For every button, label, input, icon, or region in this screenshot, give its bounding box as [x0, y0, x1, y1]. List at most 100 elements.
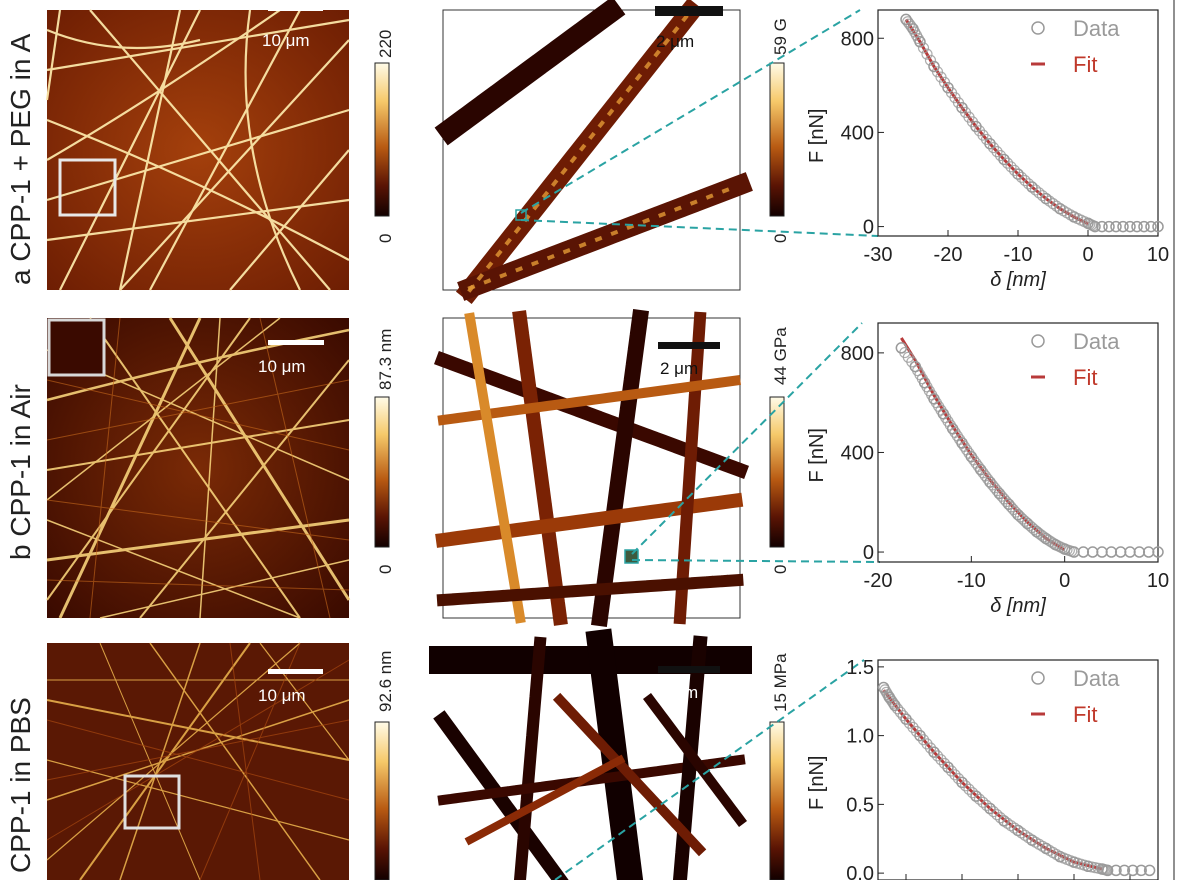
zoom-box: [58, 158, 117, 217]
x-tick-label: 0: [1082, 244, 1093, 266]
fit-line: [900, 337, 1066, 552]
colorbar-max: 59 G: [771, 18, 790, 55]
scalebar-label: 2 μm: [656, 32, 694, 51]
fit-line: [904, 18, 1089, 226]
data-point: [1114, 546, 1127, 558]
x-tick-label: 10: [1147, 244, 1169, 266]
data-point: [928, 746, 940, 758]
force-curve-chart-b: 0 400 800 -20 -10 0 10 δ [nm] F [nN] Data Fit: [806, 322, 1169, 617]
legend-label-data: Data: [1073, 329, 1120, 354]
data-point: [914, 36, 926, 48]
scalebar-label: 10 μm: [258, 357, 306, 376]
data-point: [1022, 178, 1035, 190]
data-point: [945, 765, 958, 777]
row-a-topography-image: [45, 6, 350, 291]
data-point: [973, 793, 986, 805]
data-point: [942, 761, 954, 773]
x-tick-label: -10: [957, 570, 986, 592]
colorbar-max: 87.3 nm: [376, 329, 395, 390]
data-point: [1096, 220, 1108, 233]
data-point: [1077, 546, 1090, 558]
colorbar-min: 0: [771, 234, 790, 243]
data-point: [917, 734, 930, 746]
data-point: [1029, 184, 1042, 196]
y-tick-label: 0: [863, 217, 874, 239]
colorbar-min: 0: [771, 565, 790, 574]
y-tick-label: 0.0: [846, 863, 874, 880]
row-a-guide-lines: [520, 9, 879, 237]
data-point: [966, 787, 979, 799]
y-tick-label: 400: [841, 442, 874, 464]
data-point: [1142, 546, 1155, 558]
colorbar-max: 220: [376, 30, 395, 58]
data-point: [987, 142, 1000, 154]
data-point: [952, 772, 965, 785]
data-point: [907, 721, 919, 733]
data-point: [994, 812, 1007, 824]
row-c-modulus-colorbar: [769, 721, 785, 881]
x-axis-label: δ [nm]: [990, 269, 1046, 291]
force-curve-chart-c: 0.0 0.5 1.0 1.5 F [nN] Data Fit: [806, 657, 1159, 885]
data-point: [900, 713, 912, 725]
scalebar-label: 10 μm: [262, 31, 310, 50]
row-c-label: CPP-1 in PBS: [5, 697, 36, 873]
data-point: [1124, 546, 1136, 558]
data-point: [1152, 546, 1164, 558]
data-point: [905, 20, 917, 33]
legend-marker-data: [1031, 671, 1045, 685]
y-tick-label: 0.5: [846, 794, 874, 816]
y-tick-label: 1.0: [846, 726, 874, 748]
plot-frame: [877, 322, 1159, 563]
data-point: [1133, 546, 1146, 558]
legend-label-fit: Fit: [1073, 365, 1097, 390]
data-point: [984, 802, 996, 815]
force-curve-chart-a: 0 400 800 -30 -20 -10 0 10 δ [nm] F [nN] Data Fit: [806, 9, 1169, 291]
scalebar-label: 10 μm: [258, 686, 306, 705]
y-tick-label: 0: [863, 542, 874, 564]
data-point: [984, 137, 996, 150]
data-point: [903, 717, 916, 729]
data-point: [994, 149, 1007, 162]
legend-marker-data: [1031, 21, 1045, 35]
row-a-label: a CPP-1 + PEG in A: [5, 33, 36, 285]
fit-line: [882, 689, 1103, 871]
row-a-modulus-colorbar: [769, 62, 785, 217]
data-point: [1135, 864, 1147, 877]
data-point: [963, 783, 975, 795]
data-point: [924, 54, 937, 66]
data-point: [938, 757, 951, 770]
data-point: [1101, 864, 1114, 877]
y-tick-label: 1.5: [846, 657, 874, 679]
x-tick-label: 10: [1147, 570, 1169, 592]
data-point: [894, 706, 907, 718]
data-point: [987, 805, 1000, 818]
data-point: [956, 776, 968, 789]
data-point: [1110, 864, 1122, 877]
data-point: [1036, 190, 1049, 202]
row-c-guide-lines: [554, 659, 865, 881]
x-tick-label: -30: [864, 244, 893, 266]
data-point: [1008, 164, 1021, 177]
row-b-topography-image: [46, 317, 351, 619]
data-point: [1033, 187, 1045, 199]
legend-label-fit: Fit: [1073, 702, 1097, 727]
row-b-colorbar: [374, 396, 390, 548]
scalebar-label: 2 μm: [660, 683, 698, 702]
data-point: [1138, 220, 1150, 233]
y-axis-label: F [nN]: [806, 428, 828, 482]
row-b-modulus-map: [434, 309, 749, 627]
zoom-box: [123, 774, 181, 830]
x-tick-label: 0: [1059, 570, 1070, 592]
row-a-modulus-map: [434, 0, 753, 305]
data-point: [1086, 546, 1099, 558]
data-point: [897, 710, 909, 722]
legend-label-data: Data: [1073, 666, 1120, 691]
data-point: [1131, 220, 1143, 233]
data-point: [1110, 220, 1122, 233]
data-point: [1001, 157, 1014, 169]
data-point: [1012, 168, 1024, 180]
data-point: [917, 42, 930, 54]
data-point: [1103, 220, 1115, 233]
data-point: [959, 780, 972, 792]
